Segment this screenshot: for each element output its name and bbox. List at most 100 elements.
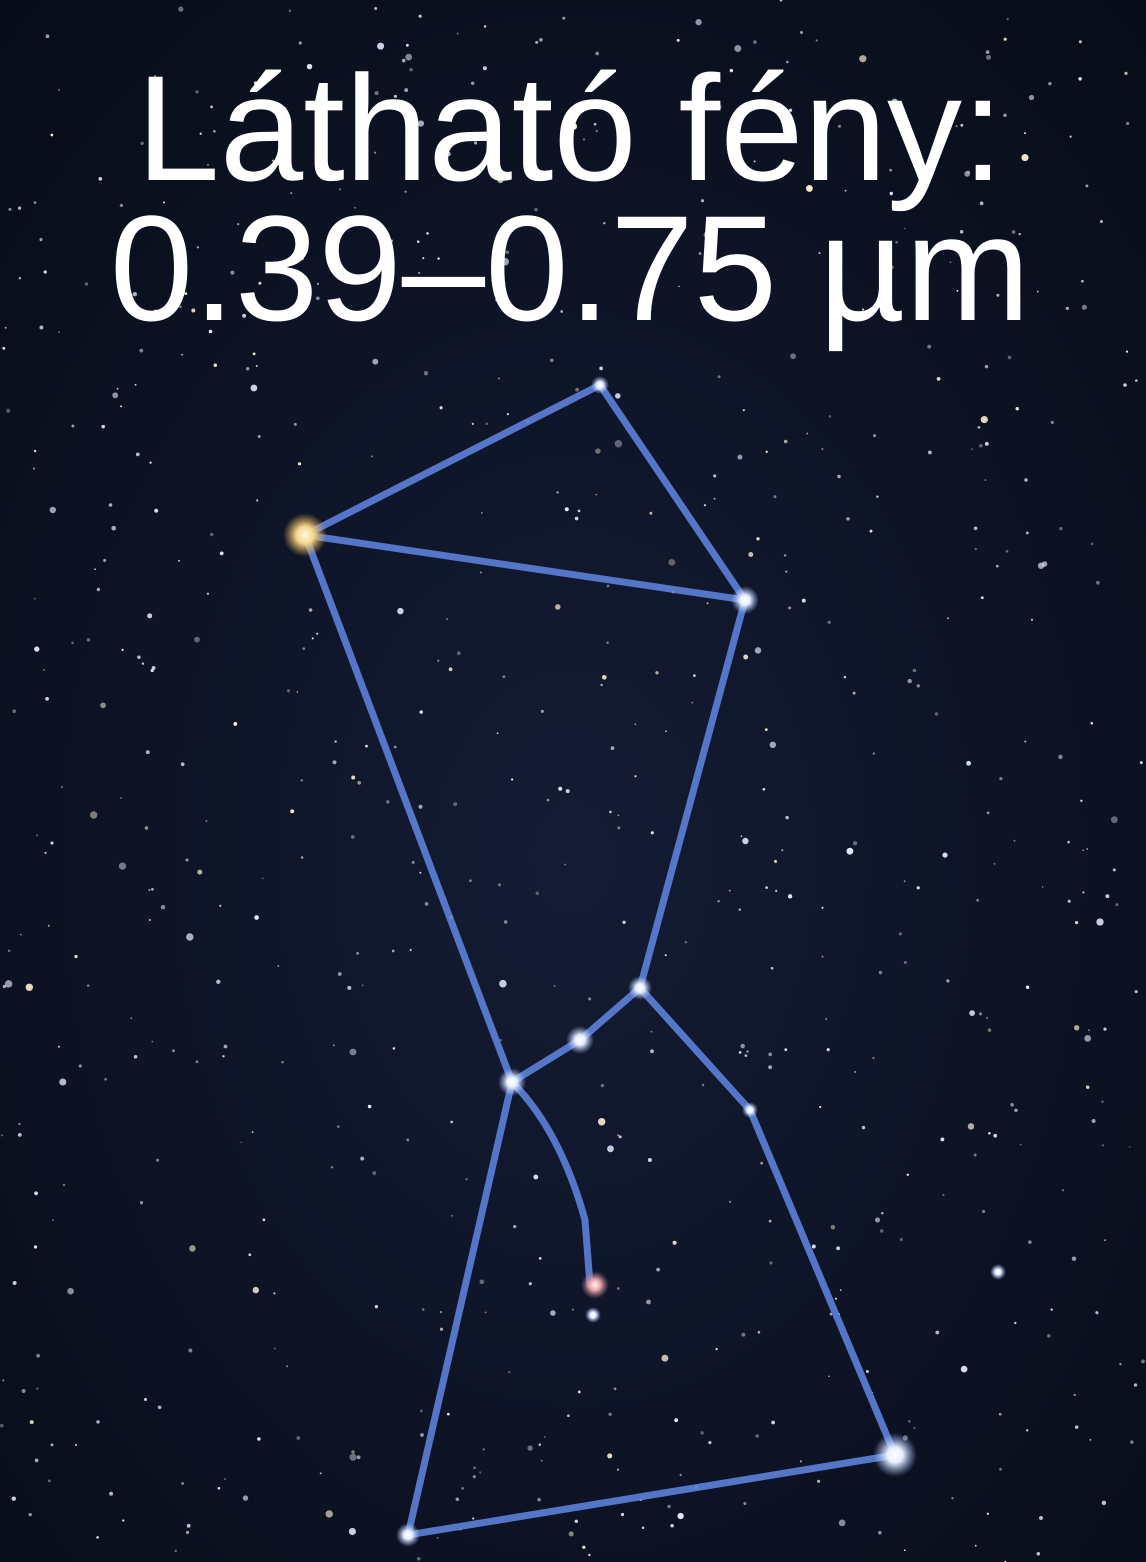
background-star — [153, 74, 157, 78]
background-star — [942, 852, 948, 858]
background-star — [267, 317, 271, 321]
background-star — [757, 1330, 761, 1334]
background-star — [50, 133, 54, 137]
background-star — [446, 1412, 450, 1416]
background-star — [700, 1431, 704, 1435]
background-star — [829, 317, 832, 320]
background-star — [180, 762, 185, 767]
background-star — [297, 462, 302, 466]
background-star — [186, 1523, 191, 1528]
background-star — [742, 408, 745, 412]
background-star — [766, 174, 771, 179]
background-star — [528, 1282, 532, 1286]
background-star — [912, 668, 917, 673]
background-star — [698, 252, 702, 255]
background-star — [43, 669, 45, 671]
background-star — [575, 387, 580, 392]
background-star — [502, 675, 506, 679]
star-alnilam — [566, 1026, 594, 1054]
background-star — [1074, 1025, 1080, 1031]
background-star — [967, 170, 970, 174]
background-star — [550, 288, 554, 292]
background-star — [735, 224, 738, 228]
background-star — [949, 261, 952, 264]
background-star — [328, 255, 333, 260]
background-star — [1119, 1362, 1122, 1366]
background-star — [955, 125, 958, 128]
background-star — [348, 1527, 356, 1536]
background-star — [764, 728, 768, 731]
background-star — [1091, 1119, 1096, 1123]
main-stars — [283, 376, 1006, 1547]
background-star — [144, 826, 149, 830]
background-star — [48, 1479, 51, 1483]
background-star — [1006, 18, 1009, 21]
background-star — [656, 1267, 660, 1272]
background-star — [330, 1166, 334, 1169]
background-star — [940, 1137, 945, 1142]
background-star — [606, 584, 610, 588]
background-star — [844, 189, 847, 192]
background-star — [760, 1161, 764, 1165]
background-star — [1099, 219, 1103, 224]
background-star — [365, 744, 368, 748]
orion-nebula — [581, 1271, 609, 1299]
background-star — [801, 598, 806, 603]
background-star — [357, 780, 362, 785]
background-star — [890, 265, 894, 270]
background-star — [36, 1353, 40, 1358]
background-star — [213, 363, 218, 367]
background-star — [836, 1246, 841, 1251]
background-star — [401, 58, 406, 63]
background-star — [564, 863, 567, 866]
background-star — [785, 570, 788, 573]
background-star — [288, 9, 292, 13]
background-star — [861, 1125, 866, 1130]
background-star — [717, 900, 720, 903]
background-star — [617, 1134, 620, 1137]
background-star — [898, 932, 902, 936]
background-star — [1081, 279, 1084, 283]
background-star — [104, 1078, 107, 1081]
background-star — [999, 1467, 1002, 1471]
background-star — [393, 745, 397, 749]
background-star — [485, 422, 489, 426]
background-star — [290, 809, 295, 814]
background-star — [1074, 920, 1079, 925]
background-star — [297, 174, 301, 179]
background-star — [588, 1553, 591, 1557]
background-star — [188, 1348, 193, 1353]
background-star — [281, 1061, 284, 1064]
background-star — [556, 491, 559, 494]
background-star — [1096, 918, 1104, 926]
background-star — [987, 106, 990, 109]
background-star — [510, 778, 514, 781]
background-star — [661, 1354, 669, 1362]
background-star — [351, 1450, 355, 1454]
background-star — [927, 450, 932, 455]
background-star — [34, 1458, 39, 1463]
background-star — [1141, 1359, 1145, 1364]
background-star — [109, 1491, 114, 1496]
background-star — [976, 898, 979, 902]
background-star — [574, 516, 579, 521]
background-star — [1082, 849, 1085, 852]
background-star — [470, 81, 475, 86]
background-star — [668, 558, 676, 566]
background-star — [185, 1530, 190, 1534]
background-star — [1030, 618, 1034, 621]
background-star — [746, 1050, 749, 1053]
background-star — [90, 811, 98, 819]
background-star — [306, 63, 313, 70]
background-star — [708, 1441, 712, 1445]
background-star — [57, 1045, 60, 1048]
background-star — [20, 933, 22, 936]
background-star — [354, 206, 356, 209]
background-star — [533, 1174, 539, 1180]
background-star — [140, 141, 144, 145]
background-star — [1038, 1515, 1044, 1521]
background-star — [122, 1519, 125, 1522]
background-star — [480, 512, 483, 514]
background-star — [1104, 1239, 1107, 1242]
